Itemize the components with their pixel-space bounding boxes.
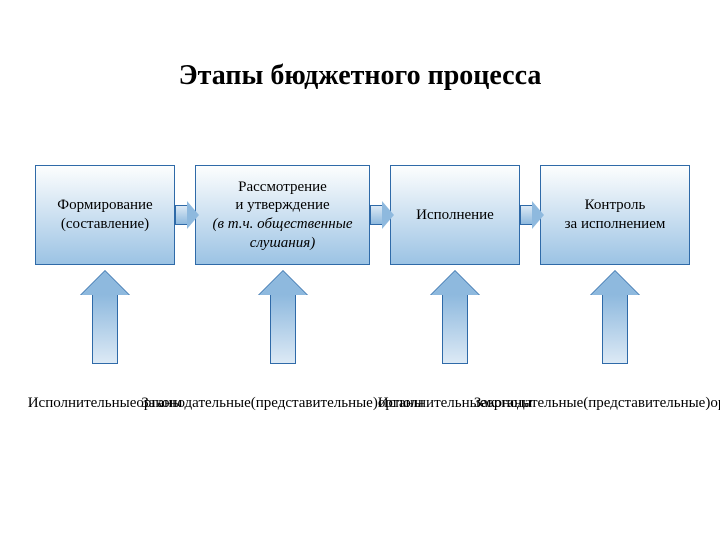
h-arrow-2 <box>520 205 532 225</box>
h-arrow-1 <box>370 205 382 225</box>
stage-box-1: Рассмотрениеи утверждение(в т.ч. обществ… <box>195 165 370 265</box>
h-arrow-tip-1 <box>382 201 394 229</box>
diagram-title: Этапы бюджетного процесса <box>0 60 720 92</box>
up-arrow-shaft <box>602 295 628 364</box>
up-arrow-head-icon <box>591 271 639 295</box>
stage-box-2: Исполнение <box>390 165 520 265</box>
h-arrow-tip-2 <box>532 201 544 229</box>
stage-text-1: Рассмотрениеи утверждение(в т.ч. обществ… <box>208 174 356 257</box>
stage-text-0: Формирование(составление) <box>53 192 156 238</box>
stage-box-3: Контрольза исполнением <box>540 165 690 265</box>
h-arrow-0 <box>175 205 187 225</box>
stage-text-2: Исполнение <box>412 202 498 229</box>
organ-box-3: Законодательные(представительные)органы <box>532 368 698 438</box>
up-arrow-head-icon <box>81 271 129 295</box>
up-arrow-shaft <box>92 295 118 364</box>
stage-box-0: Формирование(составление) <box>35 165 175 265</box>
organ-box-1: Законодательные(представительные)органы <box>187 368 378 438</box>
up-arrow-head-icon <box>431 271 479 295</box>
up-arrow-head-icon <box>259 271 307 295</box>
h-arrow-tip-0 <box>187 201 199 229</box>
up-arrow-shaft <box>270 295 296 364</box>
up-arrow-shaft <box>442 295 468 364</box>
stage-text-3: Контрольза исполнением <box>561 192 670 238</box>
